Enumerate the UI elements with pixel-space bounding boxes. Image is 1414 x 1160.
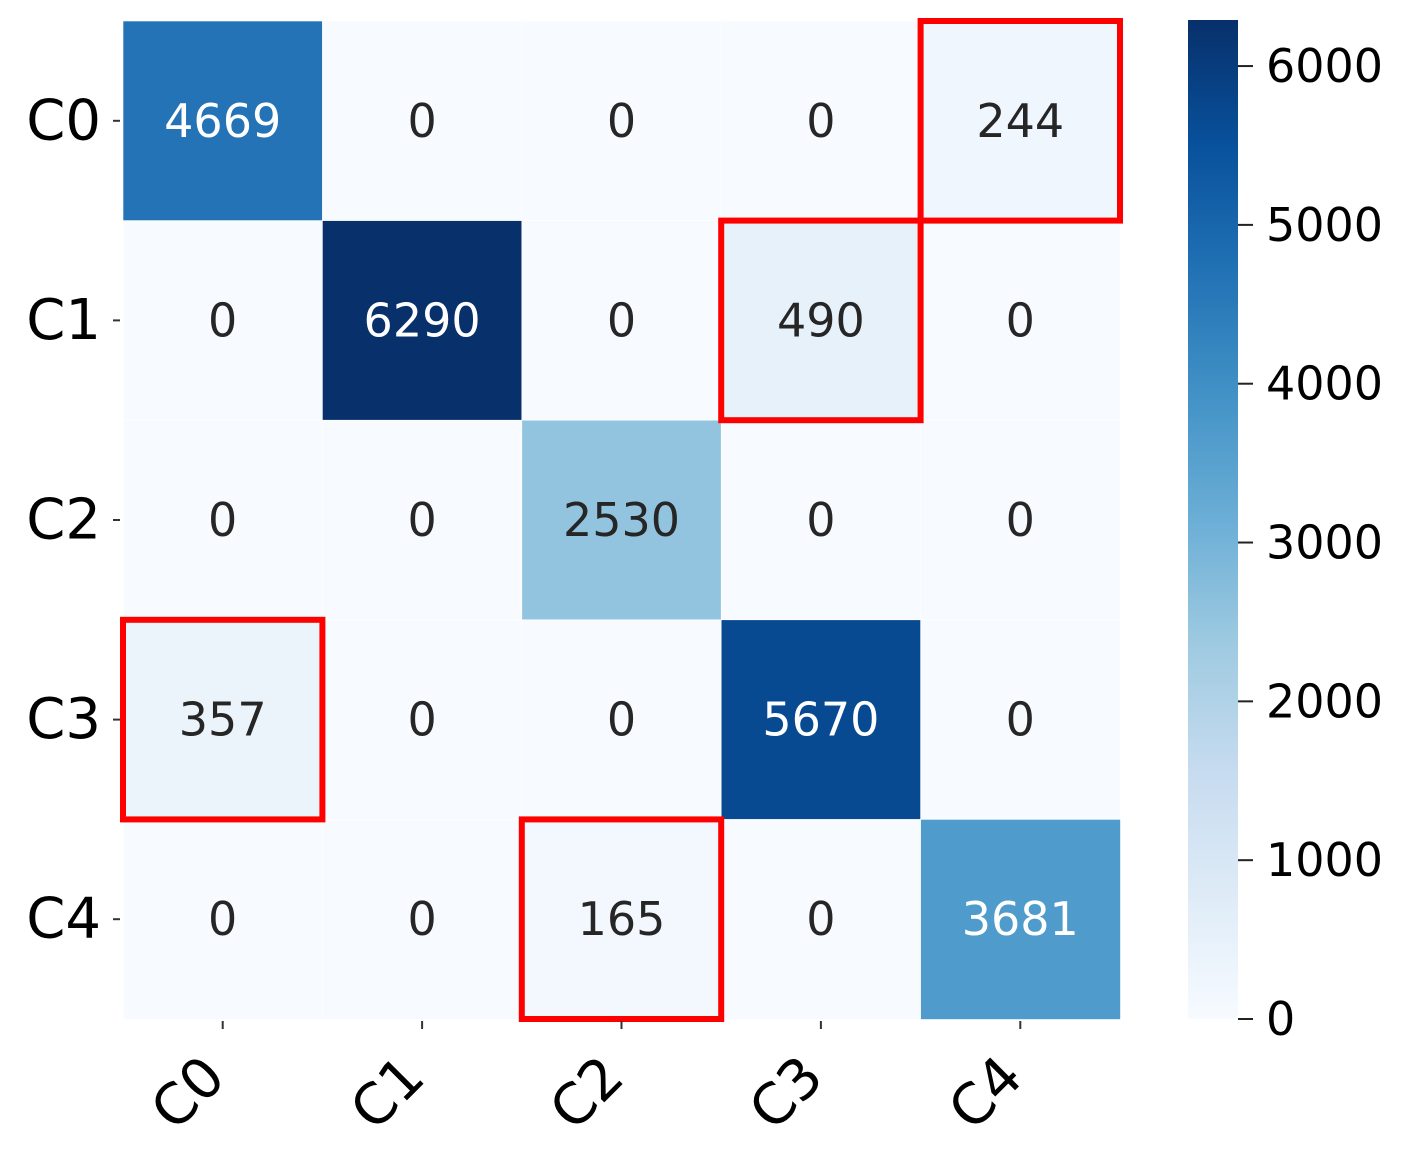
heatmap-cell bbox=[322, 220, 523, 422]
heatmap-cell bbox=[521, 819, 722, 1020]
heatmap-cell bbox=[920, 20, 1121, 222]
y-tick-label: C3 bbox=[26, 687, 101, 752]
y-axis: C0 C1 C2 C3 C4 bbox=[26, 88, 120, 952]
heatmap-cells bbox=[122, 20, 1121, 1020]
colorbar-gradient bbox=[1188, 20, 1238, 1019]
y-tick-label: C0 bbox=[26, 88, 101, 153]
highlight-box bbox=[518, 816, 725, 1023]
cell-value-label: 0 bbox=[208, 892, 237, 946]
x-axis: C0 C1 C2 C3 C4 bbox=[139, 1021, 1035, 1143]
heatmap-cell bbox=[322, 819, 523, 1020]
heatmap-cell bbox=[521, 619, 722, 821]
cell-value-label: 0 bbox=[607, 693, 636, 747]
cell-value-label: 0 bbox=[407, 493, 436, 547]
x-tick-label: C2 bbox=[538, 1044, 637, 1143]
highlight-boxes bbox=[120, 18, 1123, 1023]
x-tick-label: C0 bbox=[139, 1044, 238, 1143]
heatmap-cell bbox=[521, 419, 722, 621]
cell-value-label: 0 bbox=[806, 892, 835, 946]
colorbar: 0 1000 2000 3000 4000 5000 6000 bbox=[1188, 20, 1383, 1046]
cell-value-label: 2530 bbox=[563, 493, 680, 547]
colorbar-tick-label: 4000 bbox=[1266, 357, 1383, 411]
cell-value-label: 0 bbox=[1006, 493, 1035, 547]
x-tick-label: C3 bbox=[737, 1044, 836, 1143]
cell-value-label: 5670 bbox=[762, 693, 879, 747]
heatmap-cell bbox=[122, 619, 324, 821]
cell-value-label: 357 bbox=[179, 693, 267, 747]
heatmap-cell bbox=[322, 619, 523, 821]
cell-value-label: 3681 bbox=[962, 892, 1079, 946]
heatmap-cell bbox=[122, 220, 324, 422]
y-tick-label: C4 bbox=[26, 887, 101, 952]
cell-value-label: 0 bbox=[407, 892, 436, 946]
cell-value-label: 0 bbox=[806, 493, 835, 547]
cell-value-labels: 4669 0 0 0 244 0 6290 0 490 0 0 0 2530 0 0 357 0 0 5670 0 0 0… bbox=[164, 94, 1079, 946]
cell-value-label: 0 bbox=[208, 493, 237, 547]
cell-value-label: 6290 bbox=[364, 293, 481, 347]
cell-value-label: 0 bbox=[607, 293, 636, 347]
colorbar-tick-label: 6000 bbox=[1266, 39, 1383, 93]
heatmap-cell bbox=[521, 20, 722, 222]
heatmap-cell bbox=[920, 419, 1121, 621]
cell-value-label: 244 bbox=[976, 94, 1064, 148]
x-tick-label: C4 bbox=[936, 1044, 1035, 1143]
heatmap-cell bbox=[322, 20, 523, 222]
cell-value-label: 0 bbox=[806, 94, 835, 148]
heatmap-cell bbox=[920, 220, 1121, 422]
colorbar-tick-label: 0 bbox=[1266, 992, 1295, 1046]
heatmap-cell bbox=[322, 419, 523, 621]
highlight-box bbox=[917, 18, 1123, 224]
cell-value-label: 0 bbox=[1006, 693, 1035, 747]
cell-value-label: 0 bbox=[1006, 293, 1035, 347]
cell-value-label: 0 bbox=[208, 293, 237, 347]
cell-value-label: 4669 bbox=[164, 94, 281, 148]
colorbar-tick-label: 3000 bbox=[1266, 516, 1383, 570]
y-tick-label: C2 bbox=[26, 488, 101, 553]
highlight-box bbox=[718, 217, 924, 424]
heatmap-cell bbox=[920, 619, 1121, 821]
cell-value-label: 490 bbox=[777, 293, 865, 347]
y-tick-label: C1 bbox=[26, 288, 101, 353]
cell-value-label: 0 bbox=[607, 94, 636, 148]
highlight-box bbox=[120, 616, 326, 823]
colorbar-tick-label: 1000 bbox=[1266, 833, 1383, 887]
cell-value-label: 0 bbox=[407, 693, 436, 747]
x-tick-label: C1 bbox=[338, 1044, 437, 1143]
heatmap-cell bbox=[720, 619, 922, 821]
heatmap-cell bbox=[122, 20, 324, 222]
heatmap-cell bbox=[920, 819, 1121, 1020]
colorbar-tick-label: 5000 bbox=[1266, 198, 1383, 252]
heatmap-cell bbox=[720, 20, 922, 222]
cell-value-label: 165 bbox=[578, 892, 666, 946]
colorbar-tick-label: 2000 bbox=[1266, 674, 1383, 728]
heatmap-cell bbox=[521, 220, 722, 422]
heatmap-cell bbox=[122, 819, 324, 1020]
cell-value-label: 0 bbox=[407, 94, 436, 148]
